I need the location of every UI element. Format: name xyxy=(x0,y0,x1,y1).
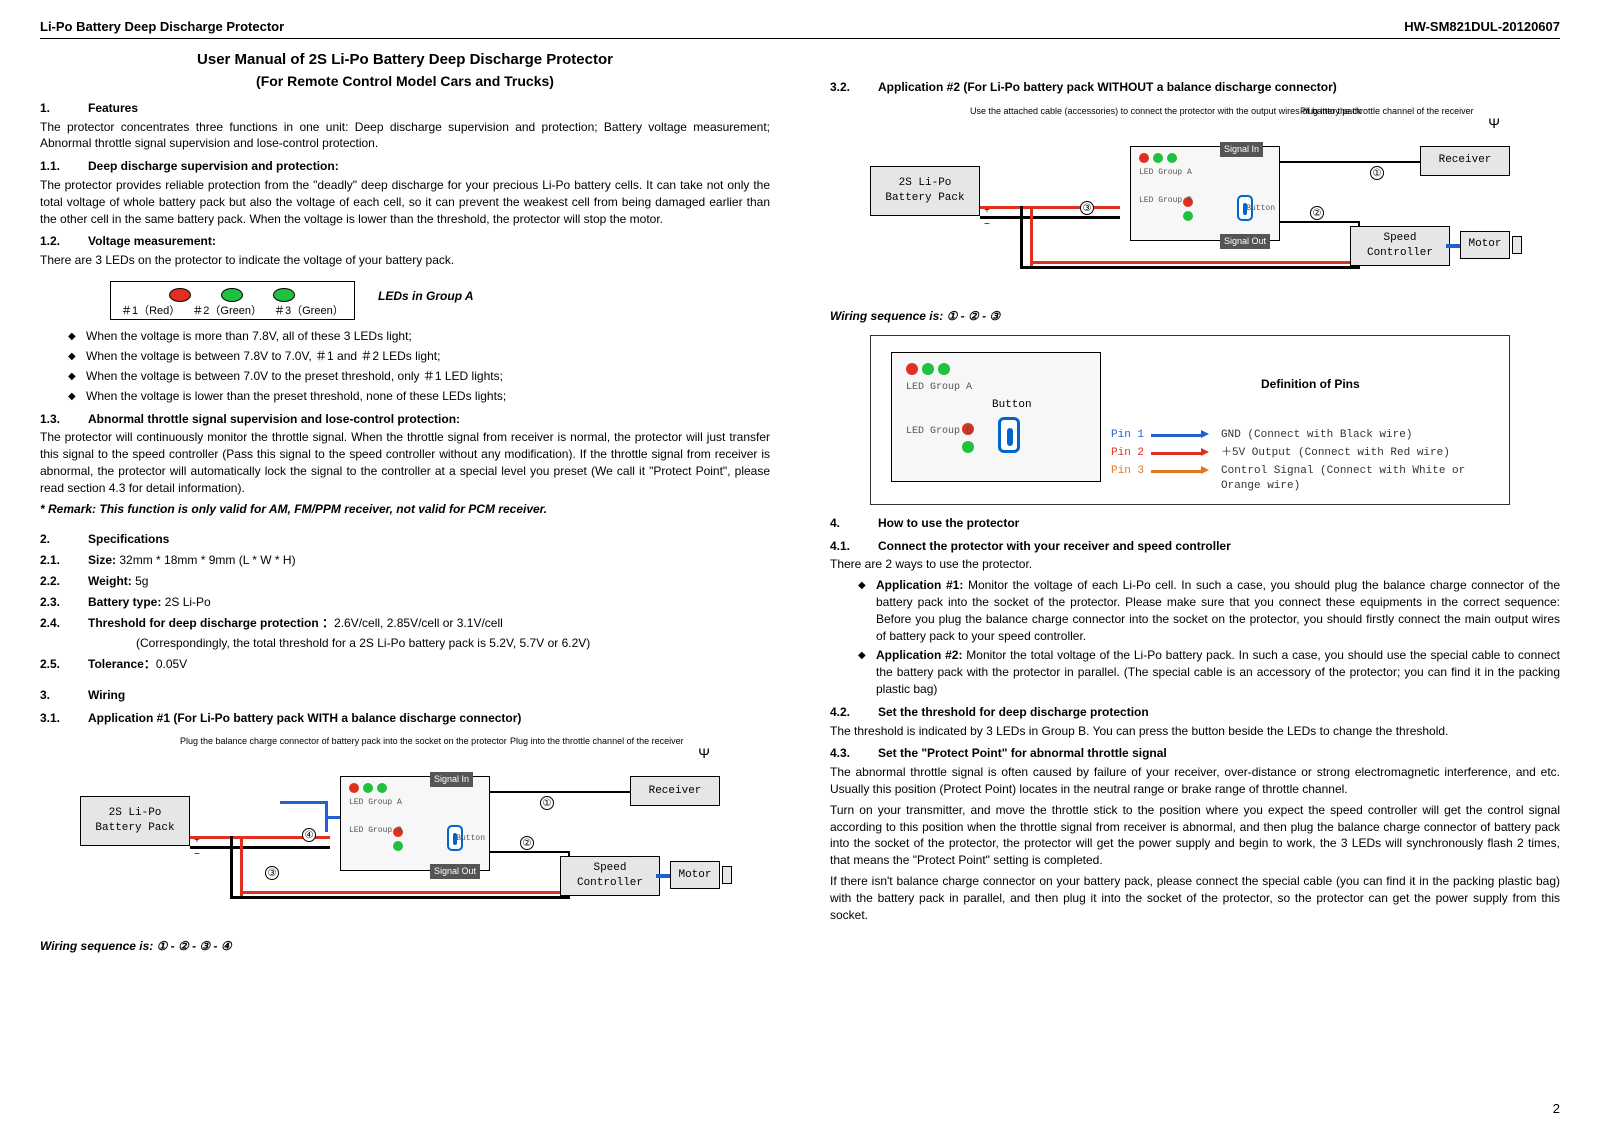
sec-4-2: 4.2.Set the threshold for deep discharge… xyxy=(830,704,1560,721)
sec-4-3-p1: The abnormal throttle signal is often ca… xyxy=(830,764,1560,798)
pin-description: Control Signal (Connect with White or Or… xyxy=(1221,464,1509,495)
spec-row: 2.4.Threshold for deep discharge protect… xyxy=(40,615,770,632)
list-item: When the voltage is lower than the prese… xyxy=(68,388,770,405)
left-column: User Manual of 2S Li-Po Battery Deep Dis… xyxy=(40,49,770,955)
pin-label: Pin 3 xyxy=(1111,464,1144,479)
sec-3-2: 3.2.Application #2 (For Li-Po battery pa… xyxy=(830,79,1560,96)
list-item: When the voltage is more than 7.8V, all … xyxy=(68,328,770,345)
battery-box: 2S Li-Po Battery Pack xyxy=(80,796,190,846)
led-icon xyxy=(221,288,243,302)
wiring-diagram-1: Plug the balance charge connector of bat… xyxy=(80,736,720,926)
header-left: Li-Po Battery Deep Discharge Protector xyxy=(40,18,284,36)
pin-definition-diagram: LED Group A LED Group B Button Definitio… xyxy=(870,335,1510,505)
sec-4: 4.How to use the protector xyxy=(830,515,1560,532)
led-icon xyxy=(273,288,295,302)
led-group-a-diagram: ＃1（Red）＃2（Green）＃3（Green） LEDs in Group … xyxy=(40,273,770,324)
sec-1-1-body: The protector provides reliable protecti… xyxy=(40,177,770,227)
pin-label: Pin 1 xyxy=(1111,428,1144,443)
spec-row: 2.2.Weight: 5g xyxy=(40,573,770,590)
sec-4-3: 4.3.Set the "Protect Point" for abnormal… xyxy=(830,745,1560,762)
protector-button-icon xyxy=(998,417,1020,453)
sec-2: 2.Specifications xyxy=(40,531,770,548)
sec-1-2-body: There are 3 LEDs on the protector to ind… xyxy=(40,252,770,269)
list-item: Application #1: Monitor the voltage of e… xyxy=(858,577,1560,644)
sec-1-2: 1.2.Voltage measurement: xyxy=(40,233,770,250)
protector-box: LED Group A LED Group B Button xyxy=(340,776,490,871)
sec-4-1-body: There are 2 ways to use the protector. xyxy=(830,556,1560,573)
antenna-icon: Ψ xyxy=(1488,114,1500,134)
sec-1-3-body: The protector will continuously monitor … xyxy=(40,429,770,496)
pin-label: Pin 2 xyxy=(1111,446,1144,461)
spec-row: 2.1.Size: 32mm * 18mm * 9mm (L * W * H) xyxy=(40,552,770,569)
speed-controller-box: Speed Controller xyxy=(560,856,660,896)
wiring-seq-1: Wiring sequence is: ① - ② - ③ - ④ xyxy=(40,938,770,955)
motor-box: Motor xyxy=(1460,231,1510,259)
antenna-icon: Ψ xyxy=(698,744,710,764)
page-header: Li-Po Battery Deep Discharge Protector H… xyxy=(40,18,1560,39)
main-subtitle: (For Remote Control Model Cars and Truck… xyxy=(40,72,770,92)
sec-4-3-p3: If there isn't balance charge connector … xyxy=(830,873,1560,923)
sec-1-3-remark: * Remark: This function is only valid fo… xyxy=(40,501,770,518)
wiring-diagram-2: Use the attached cable (accessories) to … xyxy=(870,106,1510,296)
motor-box: Motor xyxy=(670,861,720,889)
specs-list: 2.1.Size: 32mm * 18mm * 9mm (L * W * H) 2… xyxy=(40,552,770,673)
spec-row: 2.3.Battery type: 2S Li-Po xyxy=(40,594,770,611)
sec-4-2-body: The threshold is indicated by 3 LEDs in … xyxy=(830,723,1560,740)
page-number: 2 xyxy=(1553,1100,1560,1118)
battery-box: 2S Li-Po Battery Pack xyxy=(870,166,980,216)
list-item: When the voltage is between 7.0V to the … xyxy=(68,368,770,385)
sec-1-intro: The protector concentrates three functio… xyxy=(40,119,770,153)
sec-4-1: 4.1.Connect the protector with your rece… xyxy=(830,538,1560,555)
list-item: Application #2: Monitor the total voltag… xyxy=(858,647,1560,697)
protector-box: LED Group A LED Group B Button xyxy=(1130,146,1280,241)
sec-1-1: 1.1.Deep discharge supervision and prote… xyxy=(40,158,770,175)
header-right: HW-SM821DUL-20120607 xyxy=(1404,18,1560,36)
spec-row: 2.5.Tolerance：0.05V xyxy=(40,656,770,673)
sec-4-3-p2: Turn on your transmitter, and move the t… xyxy=(830,802,1560,869)
sec-1: 1.Features xyxy=(40,100,770,117)
speed-controller-box: Speed Controller xyxy=(1350,226,1450,266)
main-title: User Manual of 2S Li-Po Battery Deep Dis… xyxy=(40,49,770,70)
sec-3-1: 3.1.Application #1 (For Li-Po battery pa… xyxy=(40,710,770,727)
pin-description: GND (Connect with Black wire) xyxy=(1221,428,1412,443)
list-item: When the voltage is between 7.8V to 7.0V… xyxy=(68,348,770,365)
right-column: 3.2.Application #2 (For Li-Po battery pa… xyxy=(830,49,1560,955)
receiver-box: Receiver xyxy=(630,776,720,806)
receiver-box: Receiver xyxy=(1420,146,1510,176)
application-list: Application #1: Monitor the voltage of e… xyxy=(830,577,1560,698)
spec-row: (Correspondingly, the total threshold fo… xyxy=(40,635,770,652)
wiring-seq-2: Wiring sequence is: ① - ② - ③ xyxy=(830,308,1560,325)
sec-1-3: 1.3.Abnormal throttle signal supervision… xyxy=(40,411,770,428)
led-icon xyxy=(169,288,191,302)
led-bullet-list: When the voltage is more than 7.8V, all … xyxy=(40,328,770,404)
pin-description: ＋5V Output (Connect with Red wire) xyxy=(1221,446,1450,461)
sec-3: 3.Wiring xyxy=(40,687,770,704)
